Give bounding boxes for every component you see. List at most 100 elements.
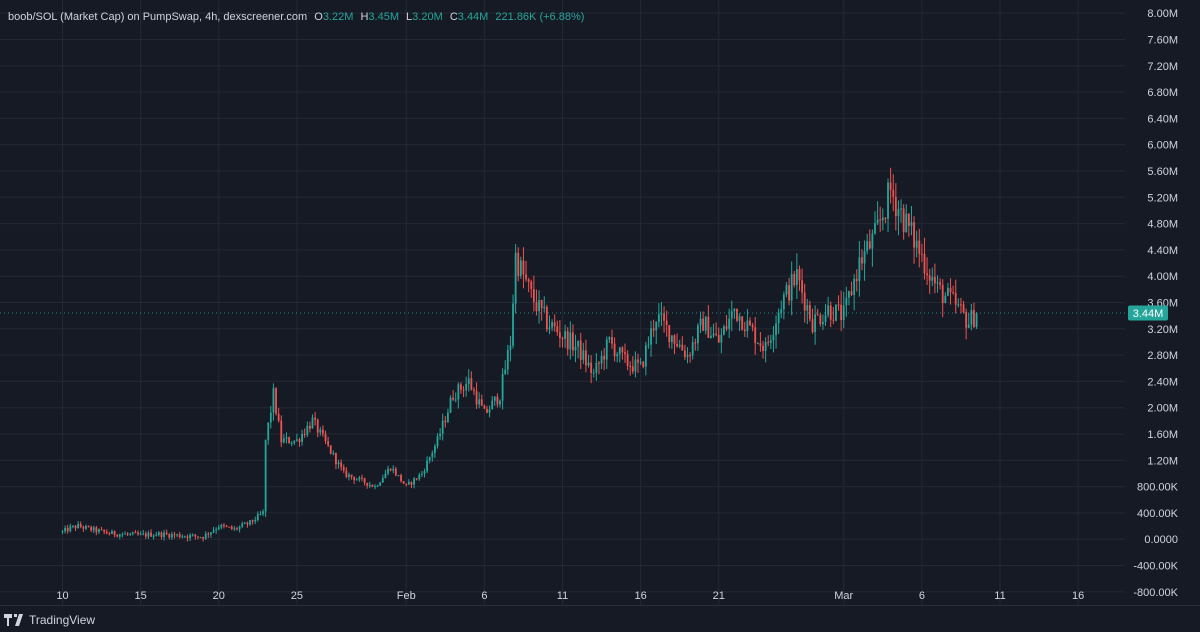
candle-body — [913, 222, 915, 248]
candle-body — [150, 532, 152, 537]
candle-body — [389, 468, 392, 471]
candle — [178, 531, 181, 539]
candle-body — [793, 274, 796, 285]
current-price-badge-bg — [1128, 305, 1168, 321]
candle-body — [665, 320, 668, 326]
candle-body — [256, 514, 259, 520]
candle-body — [689, 355, 692, 357]
candle — [420, 470, 423, 477]
candle — [392, 465, 395, 474]
candle-body — [944, 295, 947, 304]
candle-body — [439, 433, 442, 437]
candle — [126, 532, 129, 536]
candle — [910, 205, 913, 236]
candle — [486, 405, 488, 414]
candle-body — [861, 257, 863, 264]
candle — [74, 525, 77, 532]
candle — [637, 353, 639, 374]
candle-body — [340, 462, 343, 468]
candle-body — [801, 280, 803, 293]
candle-body — [475, 390, 478, 405]
candle-body — [920, 253, 923, 255]
candle — [639, 357, 642, 366]
candle-body — [931, 276, 934, 281]
candle — [285, 432, 288, 444]
candle-body — [183, 536, 186, 538]
candle-body — [308, 425, 311, 429]
candle-body — [243, 522, 246, 524]
candle-body — [970, 309, 973, 325]
candle — [311, 414, 314, 429]
close-value: 3.44M — [457, 11, 489, 23]
candle-body — [100, 529, 103, 531]
candle — [165, 529, 168, 536]
candle-body — [947, 287, 949, 296]
candle-body — [704, 316, 707, 331]
candle-body — [363, 478, 366, 483]
y-tick-label: 6.80M — [1147, 87, 1178, 99]
x-tick-label: 21 — [713, 590, 725, 602]
candle-body — [795, 269, 798, 285]
time-axis[interactable]: 10 15 20 25 Feb 6 11 16 21 Mar 6 11 16 — [56, 590, 1084, 602]
candle-body — [556, 326, 559, 333]
price-axis[interactable]: 8.00M 7.60M 7.20M 6.80M 6.40M 6.00M 5.60M 5.20M… — [1133, 8, 1178, 599]
candle — [829, 301, 832, 328]
candle — [574, 334, 577, 363]
candle-body — [480, 399, 483, 406]
candle-body — [155, 535, 158, 537]
candle-body — [650, 328, 652, 345]
candle — [217, 524, 220, 531]
candle-body — [973, 309, 975, 327]
candle — [772, 325, 775, 353]
candle — [819, 312, 822, 327]
candle — [686, 347, 689, 364]
candle — [962, 300, 965, 314]
candle — [915, 230, 918, 258]
y-tick-label: 4.40M — [1147, 245, 1178, 257]
candle — [189, 533, 192, 541]
candle-body — [238, 526, 241, 530]
candle-body — [965, 311, 968, 328]
candle-body — [66, 527, 69, 532]
candle — [660, 301, 663, 327]
candle — [861, 249, 863, 271]
candle — [592, 368, 595, 378]
candle-body — [129, 533, 132, 535]
candle-body — [835, 304, 837, 321]
candle-body — [233, 528, 236, 530]
candle — [926, 257, 928, 285]
candle — [82, 525, 85, 532]
candle-body — [788, 285, 790, 301]
candle — [572, 324, 574, 357]
candle — [426, 456, 428, 474]
candle-body — [496, 396, 499, 405]
candle-body — [506, 350, 509, 370]
candle — [72, 525, 74, 529]
candle-body — [764, 342, 767, 351]
candle — [157, 531, 160, 537]
candle — [712, 323, 715, 338]
candle-body — [668, 325, 671, 343]
candle — [64, 525, 67, 534]
candle — [204, 531, 207, 540]
tradingview-logo[interactable]: TradingView — [4, 613, 95, 627]
candle — [160, 531, 163, 540]
candle-body — [82, 526, 85, 529]
candle — [340, 459, 343, 471]
candle — [371, 484, 374, 488]
candle-body — [407, 482, 410, 485]
candle-body — [413, 478, 415, 485]
candle-body — [197, 536, 199, 538]
candle — [324, 430, 327, 445]
candle — [506, 344, 509, 375]
candle-body — [915, 240, 918, 248]
candle — [264, 439, 267, 518]
candle — [790, 261, 793, 316]
candle — [788, 277, 790, 306]
candle — [275, 387, 277, 416]
candle — [210, 532, 212, 538]
candle — [441, 413, 444, 441]
candle-body — [355, 479, 358, 481]
candle — [855, 269, 858, 292]
